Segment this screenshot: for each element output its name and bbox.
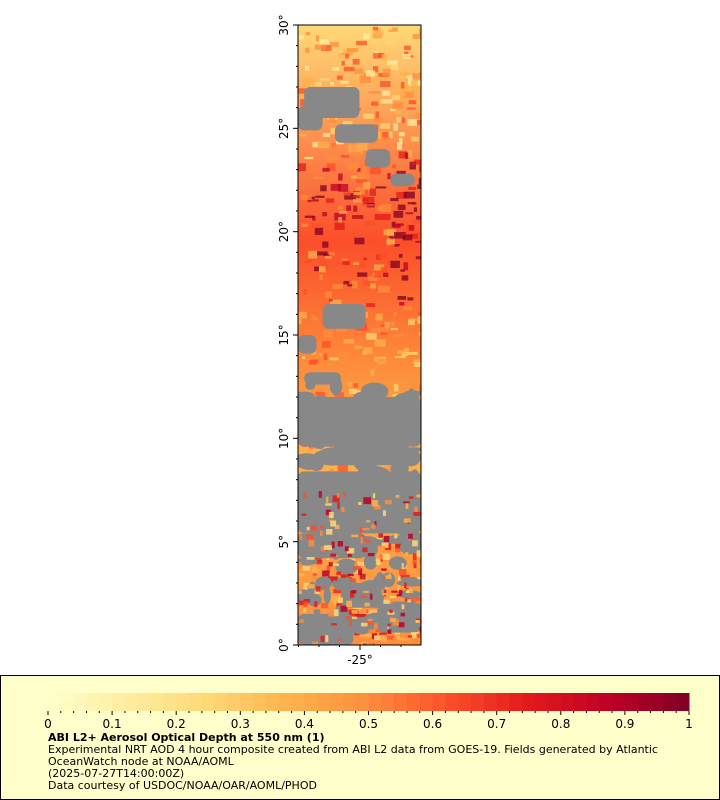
- latitude-tick-label: 20°: [277, 221, 291, 242]
- colorbar-cell: [112, 693, 126, 711]
- colorbar-cell: [522, 693, 536, 711]
- colorbar-cell: [48, 693, 62, 711]
- latitude-axis: 0° 5° 10° 15° 20° 25° 30°: [277, 14, 298, 652]
- colorbar-cell: [163, 693, 177, 711]
- colorbar-cell: [201, 693, 216, 711]
- colorbar-cell: [240, 693, 254, 711]
- colorbar-tick-label: 0: [44, 717, 52, 731]
- colorbar-cell: [317, 693, 331, 711]
- colorbar-cell: [176, 693, 190, 711]
- colorbar-cell: [663, 693, 677, 711]
- longitude-axis: -25°: [298, 645, 402, 667]
- colorbar-cell: [419, 693, 434, 711]
- colorbar-cell: [150, 693, 164, 711]
- colorbar-cell: [355, 693, 369, 711]
- colorbar-cell: [99, 693, 113, 711]
- latitude-tick-label: 15°: [277, 324, 291, 345]
- legend-text: ABI L2+ Aerosol Optical Depth at 550 nm …: [48, 732, 708, 792]
- colorbar-cell: [189, 693, 203, 711]
- legend-credit: Data courtesy of USDOC/NOAA/OAR/AOML/PHO…: [48, 779, 317, 792]
- colorbar-cell: [483, 693, 498, 711]
- colorbar-cell: [227, 693, 241, 711]
- aod-map: 0° 5° 10° 15° 20° 25° 30° -25°: [277, 14, 422, 667]
- colorbar-cell: [445, 693, 459, 711]
- colorbar-cell: [560, 693, 575, 711]
- legend-timestamp: (2025-07-27T14:00:00Z): [48, 767, 185, 780]
- colorbar-tick-label: 0.3: [231, 717, 250, 731]
- legend-panel: 0 0.1 0.2 0.3 0.4 0.5 0.6 0.7 0.8 0.9 1 ABI L2+ Ae…: [0, 675, 720, 800]
- colorbar-tick-label: 0.9: [615, 717, 634, 731]
- colorbar-cell: [573, 693, 587, 711]
- colorbar-cell: [330, 693, 344, 711]
- latitude-tick-label: 10°: [277, 428, 291, 449]
- colorbar-cell: [253, 693, 267, 711]
- colorbar-cell: [547, 693, 562, 711]
- aod-raster: [298, 25, 421, 645]
- colorbar-cells: [48, 693, 690, 711]
- colorbar-cell: [291, 693, 305, 711]
- colorbar-cell: [124, 693, 139, 711]
- colorbar-cell: [612, 693, 626, 711]
- colorbar-cell: [637, 693, 652, 711]
- colorbar-cell: [432, 693, 446, 711]
- colorbar-tick-label: 0.5: [359, 717, 378, 731]
- latitude-tick-label: 0°: [277, 638, 291, 652]
- colorbar-cell: [406, 693, 421, 711]
- colorbar-cell: [471, 693, 485, 711]
- legend-description: Experimental NRT AOD 4 hour composite cr…: [48, 743, 658, 768]
- colorbar-cell: [509, 693, 523, 711]
- colorbar-cell: [73, 693, 87, 711]
- colorbar-cell: [535, 693, 549, 711]
- colorbar-cell: [676, 693, 690, 711]
- colorbar-cell: [304, 693, 318, 711]
- colorbar-cell: [394, 693, 408, 711]
- colorbar-tick-label: 0.2: [167, 717, 186, 731]
- colorbar-cell: [278, 693, 293, 711]
- colorbar-cell: [60, 693, 75, 711]
- colorbar-cell: [86, 693, 100, 711]
- colorbar-tick-label: 0.6: [423, 717, 442, 731]
- legend-title: ABI L2+ Aerosol Optical Depth at 550 nm …: [48, 731, 325, 744]
- colorbar-cell: [214, 693, 228, 711]
- colorbar-tick-label: 0.8: [551, 717, 570, 731]
- colorbar-cell: [624, 693, 639, 711]
- colorbar-cell: [599, 693, 613, 711]
- colorbar-cell: [342, 693, 357, 711]
- colorbar-tick-label: 0.4: [295, 717, 314, 731]
- map-area: 0° 5° 10° 15° 20° 25° 30° -25°: [277, 14, 422, 667]
- colorbar-cell: [458, 693, 472, 711]
- colorbar-cell: [650, 693, 664, 711]
- colorbar-tick-label: 0.7: [487, 717, 506, 731]
- colorbar-cell: [137, 693, 152, 711]
- colorbar-cell: [368, 693, 382, 711]
- latitude-tick-label: 25°: [277, 118, 291, 139]
- colorbar-tick-label: 0.1: [103, 717, 122, 731]
- longitude-tick-label: -25°: [347, 653, 373, 667]
- latitude-tick-label: 5°: [277, 535, 291, 549]
- colorbar-tick-label: 1: [685, 717, 693, 731]
- latitude-tick-label: 30°: [277, 14, 291, 35]
- colorbar-cell: [265, 693, 280, 711]
- colorbar: 0 0.1 0.2 0.3 0.4 0.5 0.6 0.7 0.8 0.9 1: [44, 693, 693, 731]
- colorbar-cell: [496, 693, 511, 711]
- colorbar-cell: [586, 693, 600, 711]
- colorbar-ticks: 0 0.1 0.2 0.3 0.4 0.5 0.6 0.7 0.8 0.9 1: [44, 711, 693, 731]
- colorbar-cell: [381, 693, 395, 711]
